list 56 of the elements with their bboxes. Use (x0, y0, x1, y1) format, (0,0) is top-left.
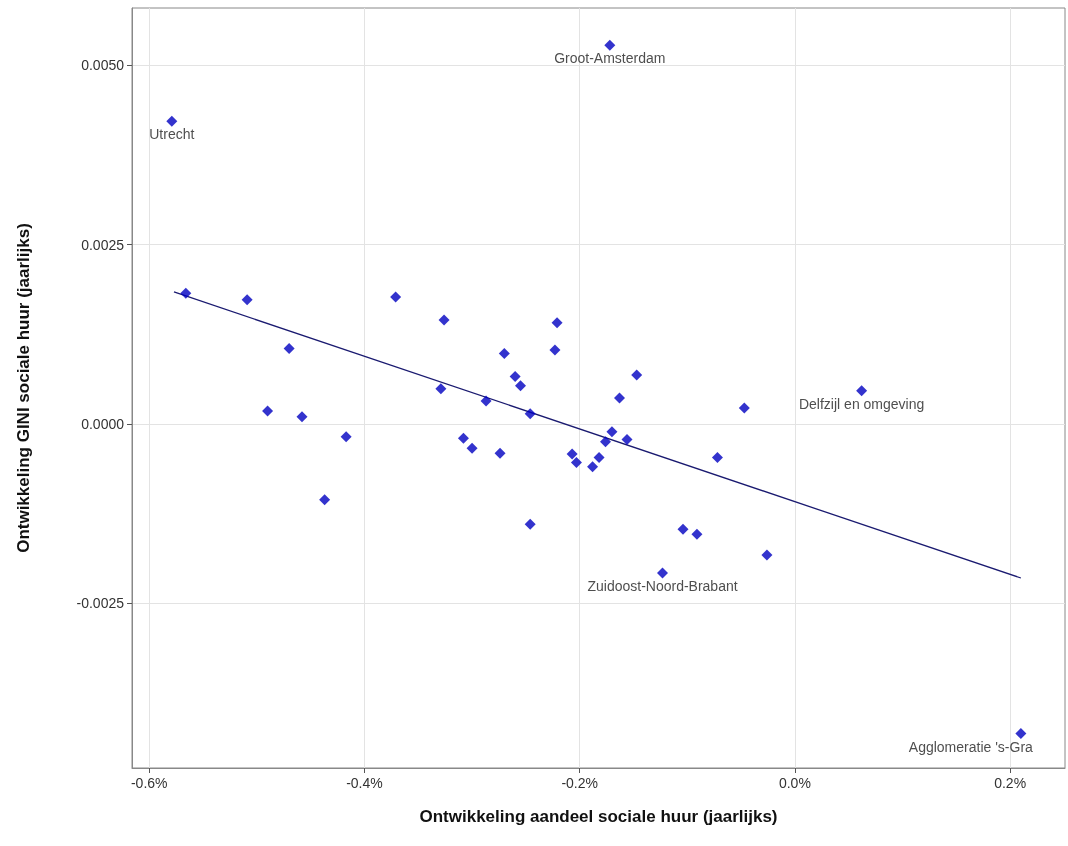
y-tick-label: 0.0050 (81, 57, 125, 74)
point (438, 314, 450, 326)
annotation: Zuidoost-Noord-Brabant (587, 577, 738, 594)
point (677, 523, 689, 535)
x-tick-label: -0.2% (561, 775, 598, 791)
point (587, 461, 599, 473)
point (1015, 728, 1027, 740)
point (319, 494, 331, 506)
point (524, 518, 536, 530)
point (166, 115, 178, 127)
point (480, 395, 492, 407)
point (551, 317, 563, 329)
point (761, 549, 773, 561)
point (593, 452, 605, 464)
point (606, 426, 618, 438)
point (613, 392, 625, 404)
y-axis-title: Ontwikkeling GINI sociale huur (jaarlijks) (14, 223, 33, 553)
annotation: Utrecht (149, 126, 195, 143)
point (494, 447, 506, 459)
y-tick-label: -0.0025 (76, 595, 125, 612)
point (524, 408, 536, 420)
point (390, 291, 402, 303)
point (738, 402, 750, 414)
point (180, 287, 192, 299)
point (631, 369, 643, 381)
point (604, 39, 616, 51)
x-tick-label: -0.6% (130, 775, 168, 791)
point (498, 348, 510, 360)
point (621, 434, 633, 446)
y-tick-label: 0.0000 (81, 415, 125, 432)
y-tick-label: 0.0025 (81, 236, 125, 253)
x-tick-label: -0.4% (346, 775, 383, 791)
point (466, 442, 478, 454)
point (599, 436, 611, 448)
point (283, 343, 295, 355)
point (435, 383, 447, 395)
point (549, 344, 561, 356)
point (262, 405, 274, 417)
x-tick-label: 0.2% (994, 775, 1027, 791)
annotation: Agglomeratie 's-Gra (908, 738, 1034, 755)
point (566, 448, 578, 460)
point (657, 567, 669, 579)
point (296, 411, 308, 423)
x-tick-label: 0.0% (778, 775, 811, 791)
point (457, 432, 469, 444)
point (509, 371, 521, 383)
x-axis-title: Ontwikkeling aandeel sociale huur (jaarlijks) (419, 807, 778, 826)
point (340, 431, 352, 443)
point (856, 385, 868, 397)
point (711, 452, 723, 464)
point (691, 528, 703, 540)
annotation: Groot-Amsterdam (554, 50, 666, 67)
point (570, 457, 582, 469)
point (514, 380, 526, 392)
annotation: Delfzijl en omgeving (798, 395, 925, 412)
point (241, 294, 253, 306)
